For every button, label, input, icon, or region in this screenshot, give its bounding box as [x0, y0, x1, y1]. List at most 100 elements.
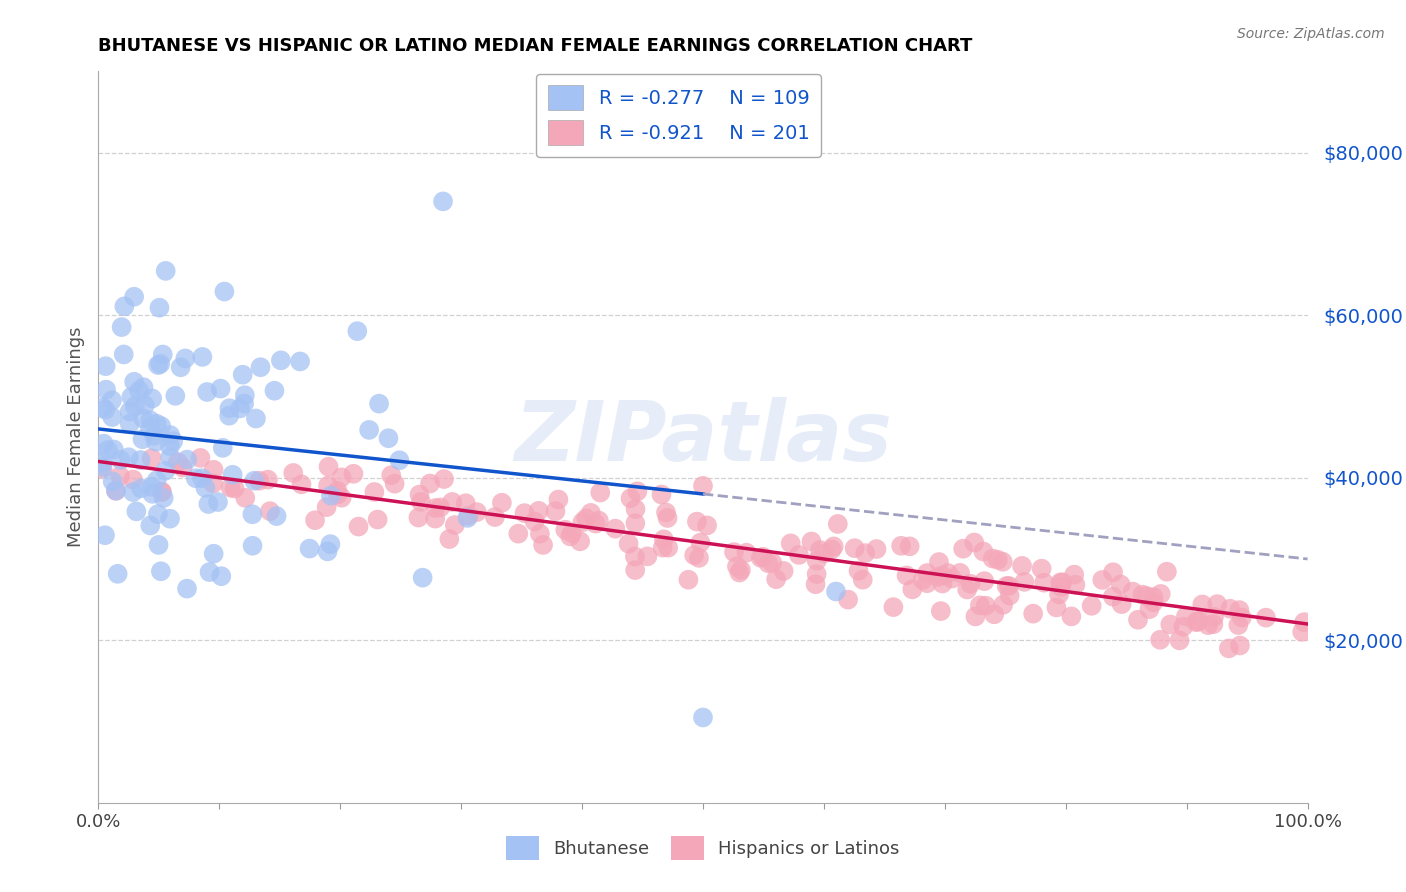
Point — [965, 609, 987, 624]
Point — [242, 539, 264, 553]
Point — [118, 450, 141, 465]
Point — [969, 599, 991, 613]
Point — [149, 357, 172, 371]
Point — [1102, 566, 1125, 580]
Point — [425, 501, 447, 516]
Point — [202, 547, 225, 561]
Point — [159, 428, 181, 442]
Point — [655, 505, 678, 519]
Point — [513, 506, 536, 520]
Point — [408, 487, 430, 501]
Point — [1135, 589, 1157, 603]
Point — [657, 541, 679, 555]
Point — [218, 409, 240, 423]
Point — [197, 497, 219, 511]
Point — [111, 320, 134, 334]
Point — [987, 553, 1010, 567]
Point — [1014, 574, 1036, 589]
Point — [224, 482, 246, 496]
Point — [1111, 597, 1133, 611]
Point — [1139, 602, 1161, 616]
Point — [981, 551, 1004, 566]
Point — [318, 459, 340, 474]
Point — [326, 487, 349, 501]
Point — [107, 566, 129, 581]
Point — [207, 495, 229, 509]
Point — [725, 559, 748, 574]
Point — [1149, 632, 1171, 647]
Point — [844, 541, 866, 556]
Point — [678, 573, 700, 587]
Point — [443, 518, 465, 533]
Point — [1011, 558, 1033, 573]
Point — [491, 496, 513, 510]
Point — [959, 577, 981, 591]
Point — [122, 485, 145, 500]
Point — [1022, 607, 1045, 621]
Point — [176, 452, 198, 467]
Point — [167, 455, 190, 469]
Point — [174, 351, 197, 366]
Point — [1230, 610, 1253, 624]
Point — [169, 360, 191, 375]
Point — [118, 404, 141, 418]
Point — [1052, 575, 1074, 590]
Point — [484, 510, 506, 524]
Point — [94, 528, 117, 542]
Point — [527, 504, 550, 518]
Point — [991, 555, 1014, 569]
Point — [359, 423, 381, 437]
Point — [342, 467, 364, 481]
Point — [288, 354, 311, 368]
Point — [1109, 577, 1132, 591]
Point — [132, 411, 155, 425]
Point — [901, 582, 924, 597]
Legend: Bhutanese, Hispanics or Latinos: Bhutanese, Hispanics or Latinos — [499, 830, 907, 867]
Point — [229, 401, 252, 416]
Point — [1291, 624, 1313, 639]
Point — [162, 434, 184, 448]
Point — [409, 495, 432, 509]
Point — [531, 538, 554, 552]
Point — [931, 568, 953, 582]
Point — [93, 436, 115, 450]
Point — [247, 474, 270, 488]
Point — [1031, 562, 1053, 576]
Point — [125, 504, 148, 518]
Point — [128, 384, 150, 398]
Point — [683, 548, 706, 562]
Point — [952, 541, 974, 556]
Point — [779, 536, 801, 550]
Point — [765, 572, 787, 586]
Point — [412, 571, 434, 585]
Point — [195, 384, 218, 399]
Point — [214, 285, 236, 299]
Point — [963, 535, 986, 549]
Point — [419, 476, 441, 491]
Point — [330, 470, 353, 484]
Point — [1132, 588, 1154, 602]
Point — [159, 512, 181, 526]
Point — [112, 299, 135, 313]
Point — [617, 537, 640, 551]
Point — [316, 544, 339, 558]
Point — [145, 434, 167, 449]
Point — [575, 511, 598, 525]
Point — [927, 570, 949, 584]
Point — [692, 710, 714, 724]
Point — [112, 347, 135, 361]
Point — [283, 466, 305, 480]
Point — [995, 579, 1018, 593]
Point — [304, 513, 326, 527]
Point — [756, 556, 779, 570]
Point — [569, 534, 592, 549]
Point — [554, 523, 576, 537]
Point — [316, 478, 339, 492]
Point — [257, 473, 280, 487]
Point — [346, 324, 368, 338]
Point — [270, 353, 292, 368]
Point — [1063, 567, 1085, 582]
Point — [245, 411, 267, 425]
Point — [650, 487, 672, 501]
Y-axis label: Median Female Earnings: Median Female Earnings — [66, 326, 84, 548]
